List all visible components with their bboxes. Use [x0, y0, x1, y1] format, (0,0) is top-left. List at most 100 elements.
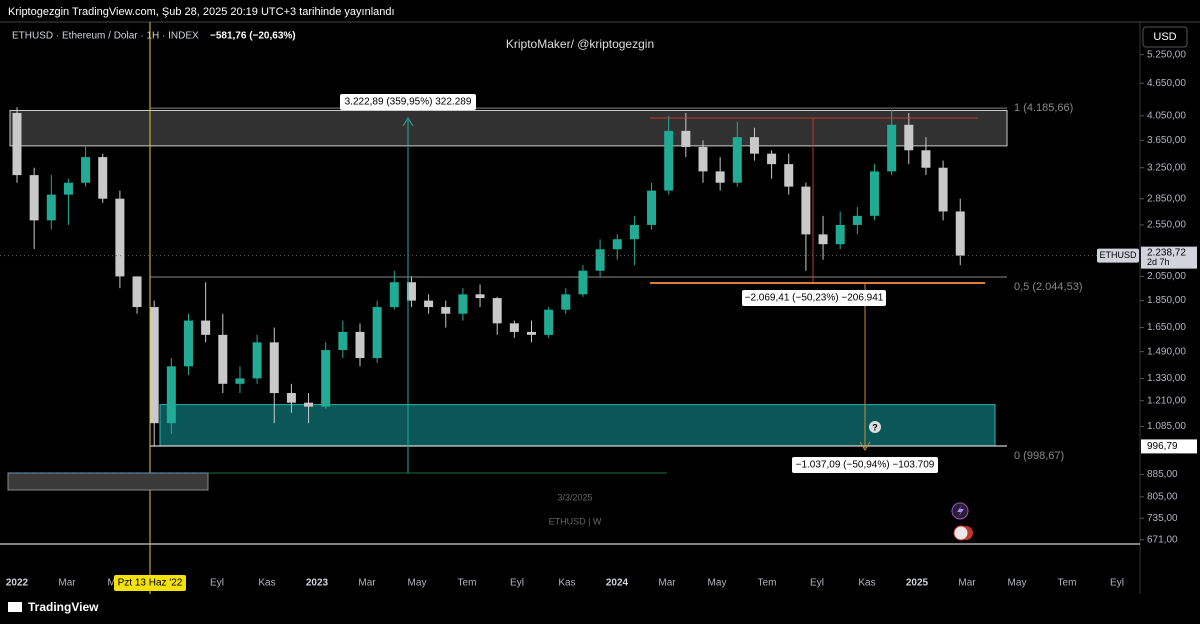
candle-body: [441, 307, 451, 314]
y-tick-label: 1.330,00: [1147, 373, 1186, 384]
x-tick-label: Eyl: [210, 578, 224, 589]
candle-body: [115, 198, 125, 277]
x-tick-label: 2023: [306, 578, 329, 589]
candle-body: [749, 137, 759, 154]
x-tick-label: Kas: [558, 578, 575, 589]
y-tick-label: 2.550,00: [1147, 220, 1186, 231]
zone: [159, 404, 996, 447]
y-tick-label: 671,00: [1147, 534, 1178, 545]
countdown-label: 2d 7h: [1147, 257, 1170, 267]
candle-body: [184, 320, 193, 367]
candle-body: [732, 137, 742, 183]
y-tick-label: 5.250,00: [1147, 49, 1186, 60]
candle-body: [29, 175, 39, 221]
x-tick-label: Eyl: [1110, 578, 1124, 589]
candle-body: [304, 402, 314, 407]
event-glyph: [957, 505, 964, 517]
help-icon[interactable]: [869, 421, 881, 433]
candle-body: [269, 342, 279, 394]
header-title: Kriptogezgin TradingView.com, Şub 28, 20…: [8, 6, 395, 18]
y-tick-label: 3.650,00: [1147, 135, 1186, 146]
y-tick-label: 2.050,00: [1147, 271, 1186, 282]
marker-price-label: 996,79: [1147, 441, 1178, 452]
candle-body: [938, 167, 948, 212]
candle-body: [372, 307, 382, 359]
candle-body: [12, 112, 22, 176]
candle-body: [544, 309, 554, 335]
candle-body: [252, 342, 262, 379]
measure-box: [340, 94, 476, 110]
candle-body: [835, 224, 845, 245]
y-tick-label: 1.850,00: [1147, 295, 1186, 306]
level-label: 1 (4.185,66): [1014, 102, 1073, 114]
candle-body: [492, 298, 502, 324]
crosshair-box: [114, 575, 186, 591]
candle-body: [595, 249, 605, 271]
currency-label[interactable]: USD: [1153, 31, 1176, 43]
candle-body: [149, 307, 159, 424]
y-tick-label: 2.850,00: [1147, 193, 1186, 204]
candle-body: [458, 294, 468, 314]
y-tick-label: 735,00: [1147, 513, 1178, 524]
y-tick-label: 885,00: [1147, 469, 1178, 480]
x-tick-label: Kas: [858, 578, 875, 589]
candle-body: [647, 190, 657, 225]
candle-body: [698, 146, 708, 172]
x-tick-label: May: [1008, 578, 1027, 589]
candle-body: [887, 124, 897, 172]
candle-body: [870, 171, 879, 216]
candle-body: [46, 194, 56, 221]
candle-body: [235, 378, 245, 384]
x-tick-label: Tem: [758, 578, 777, 589]
measure-box: [742, 290, 886, 306]
x-tick-label: Mar: [58, 578, 76, 589]
crosshair-label: Pzt 13 Haz '22: [118, 578, 183, 589]
header-bar: [0, 0, 1200, 22]
flag-icon[interactable]: [953, 525, 969, 541]
x-tick-label: Eyl: [510, 578, 524, 589]
x-tick-label: Mar: [358, 578, 376, 589]
measure-label: −1.037,09 (−50,94%) −103.709: [796, 460, 935, 471]
candle-body: [784, 164, 794, 187]
candle-body: [715, 171, 725, 183]
x-tick-label: 2024: [606, 578, 629, 589]
candle-body: [509, 323, 519, 332]
x-tick-label: Kas: [258, 578, 275, 589]
candle-body: [218, 334, 228, 384]
x-tick-label: Mar: [958, 578, 976, 589]
candle-body: [424, 300, 434, 308]
candle-body: [852, 215, 862, 225]
candle-body: [527, 331, 536, 335]
footer-bar: [0, 594, 1200, 624]
measure-down2-arrow: [859, 441, 871, 451]
candle-body: [767, 153, 777, 165]
candle-body: [921, 150, 931, 168]
help-glyph[interactable]: ?: [872, 422, 878, 432]
x-tick-label: May: [708, 578, 727, 589]
candle-body: [166, 366, 176, 424]
candle-body: [132, 276, 142, 308]
y-tick-label: 3.250,00: [1147, 162, 1186, 173]
candle-body: [63, 182, 73, 195]
candle-body: [818, 234, 828, 245]
footer-brand: TradingView: [28, 600, 99, 614]
candle-body: [406, 282, 416, 301]
candle-body: [561, 294, 571, 310]
x-tick-label: Tem: [1058, 578, 1077, 589]
date-note: 3/3/2025: [557, 492, 592, 502]
candle-body: [389, 282, 399, 308]
range-box: [7, 472, 209, 491]
candle-body: [578, 270, 588, 295]
candle-body: [475, 294, 485, 299]
candle-body: [338, 331, 348, 351]
candle-body: [321, 350, 331, 407]
candle-body: [904, 124, 914, 151]
y-tick-label: 1.085,00: [1147, 421, 1186, 432]
measure-label: −2.069,41 (−50,23%) −206.941: [745, 293, 884, 304]
currency-button[interactable]: [1142, 26, 1188, 48]
candle-body: [201, 320, 211, 335]
y-tick-label: 1.490,00: [1147, 346, 1186, 357]
footer-logo: [8, 602, 22, 612]
candle-body: [98, 157, 108, 199]
